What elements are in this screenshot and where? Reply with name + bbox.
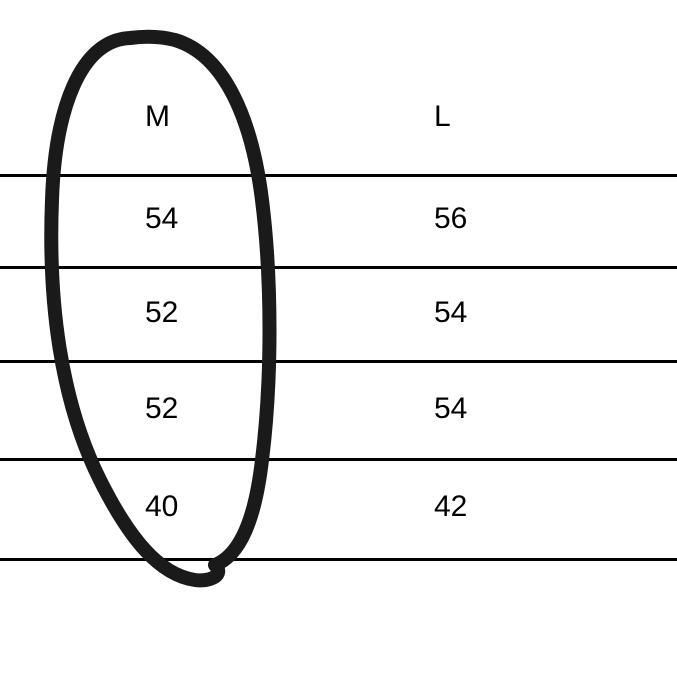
table-cell: 54 [434, 296, 467, 330]
size-table: M L 54 56 52 54 52 54 40 42 [0, 0, 677, 677]
table-cell: 54 [145, 202, 178, 236]
table-hline [0, 458, 677, 461]
hand-drawn-circle-annotation [0, 0, 677, 677]
table-hline [0, 174, 677, 177]
table-cell: 52 [145, 392, 178, 426]
column-header-m: M [145, 100, 170, 134]
table-hline [0, 360, 677, 363]
table-cell: 40 [145, 490, 178, 524]
column-header-l: L [434, 100, 451, 134]
table-hline [0, 558, 677, 561]
table-cell: 56 [434, 202, 467, 236]
table-cell: 52 [145, 296, 178, 330]
table-cell: 42 [434, 490, 467, 524]
table-hline [0, 266, 677, 269]
table-cell: 54 [434, 392, 467, 426]
